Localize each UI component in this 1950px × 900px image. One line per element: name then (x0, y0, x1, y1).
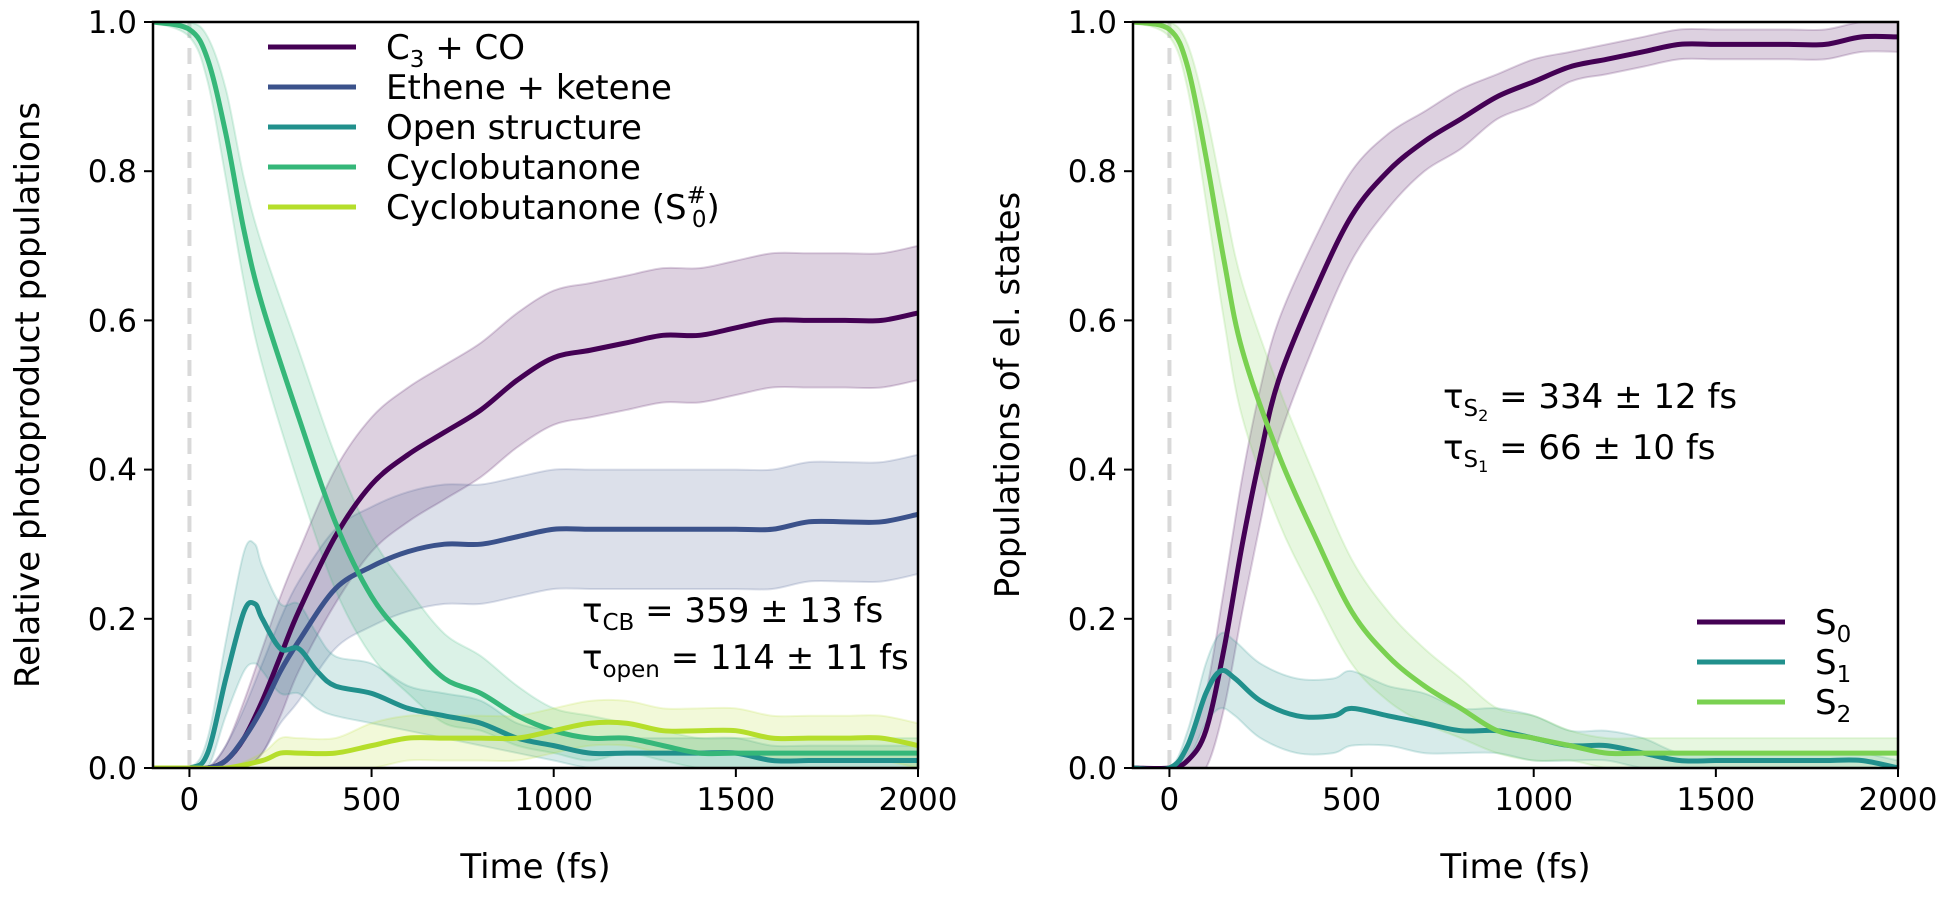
series-line-cyclobutanone-s0- (153, 719, 918, 768)
series-line-open-structure (153, 599, 918, 768)
series-line-s1 (1133, 667, 1898, 768)
legend-label: S0 (1815, 603, 1851, 648)
y-tick-label: 1.0 (88, 5, 137, 41)
legend-item: Ethene + ketene (268, 68, 672, 108)
x-tick-label: 1500 (696, 782, 775, 818)
y-tick-label: 0.6 (1068, 303, 1117, 339)
x-tick-label: 1000 (1494, 782, 1573, 818)
band-c3-co (153, 244, 918, 768)
panel-2: 0 500 1000 1500 2000 0.0 0.2 0.4 0.6 0.8 1.0 Time (… (988, 5, 1937, 887)
legend-item: Cyclobutanone (S# 0) (268, 183, 720, 233)
panel-1: 0 500 1000 1500 2000 0.0 0.2 0.4 0.6 0.8 1.0 Time (… (8, 5, 957, 887)
legend-label: S2 (1815, 683, 1851, 728)
y-tick-label: 0.8 (1068, 154, 1117, 190)
lifetime-annotation: τCB = 359 ± 13 fs (582, 591, 883, 636)
x-tick-label: 0 (1160, 782, 1180, 818)
y-axis-label: Populations of el. states (988, 192, 1028, 599)
legend-label: Cyclobutanone (386, 148, 641, 188)
y-axis-label: Relative photoproduct populations (8, 102, 48, 688)
plot-area (1133, 22, 1898, 768)
x-tick-label: 500 (342, 782, 401, 818)
legend-item: S2 (1697, 683, 1851, 728)
y-tick-label: 0.4 (88, 453, 137, 489)
legend-label: S1 (1815, 643, 1851, 688)
legend-label: Ethene + ketene (386, 68, 672, 108)
legend-item: S1 (1697, 643, 1851, 688)
legend-label: Cyclobutanone (S# 0) (386, 183, 720, 233)
y-tick-label: 0.2 (1068, 602, 1117, 638)
legend-item: C3 + CO (268, 28, 525, 73)
legend-label: Open structure (386, 108, 642, 148)
legend-item: S0 (1697, 603, 1851, 648)
legend-item: Cyclobutanone (268, 148, 641, 188)
x-tick-label: 1000 (514, 782, 593, 818)
plot-area (153, 22, 918, 768)
y-tick-label: 0.4 (1068, 453, 1117, 489)
y-tick-label: 0.0 (88, 751, 137, 787)
axes-frame (1131, 20, 1900, 770)
x-tick-label: 500 (1322, 782, 1381, 818)
series-line-cyclobutanone (153, 22, 918, 757)
band-s0 (1133, 22, 1898, 768)
series-line-s2 (1133, 22, 1898, 757)
lifetime-annotation: τS1 = 66 ± 10 fs (1443, 428, 1716, 476)
lifetime-annotation: τopen = 114 ± 11 fs (582, 638, 909, 683)
legend-label: C3 + CO (386, 28, 525, 73)
y-tick-label: 1.0 (1068, 5, 1117, 41)
series-line-ethene-ketene (153, 511, 918, 768)
legend-item: Open structure (268, 108, 642, 148)
x-axis-label: Time (fs) (459, 847, 610, 887)
y-tick-label: 0.0 (1068, 751, 1117, 787)
x-tick-label: 0 (180, 782, 200, 818)
y-tick-label: 0.2 (88, 602, 137, 638)
band-s1 (1133, 631, 1898, 768)
lifetime-annotation: τS2 = 334 ± 12 fs (1443, 377, 1737, 425)
y-tick-label: 0.8 (88, 154, 137, 190)
x-tick-label: 2000 (1859, 782, 1938, 818)
x-axis-label: Time (fs) (1439, 847, 1590, 887)
band-ethene-ketene (153, 453, 918, 768)
x-tick-label: 1500 (1676, 782, 1755, 818)
series-line-s0 (1133, 33, 1898, 768)
axes-frame (151, 20, 920, 770)
x-tick-label: 2000 (879, 782, 958, 818)
y-tick-label: 0.6 (88, 303, 137, 339)
band-s2 (1133, 22, 1898, 768)
